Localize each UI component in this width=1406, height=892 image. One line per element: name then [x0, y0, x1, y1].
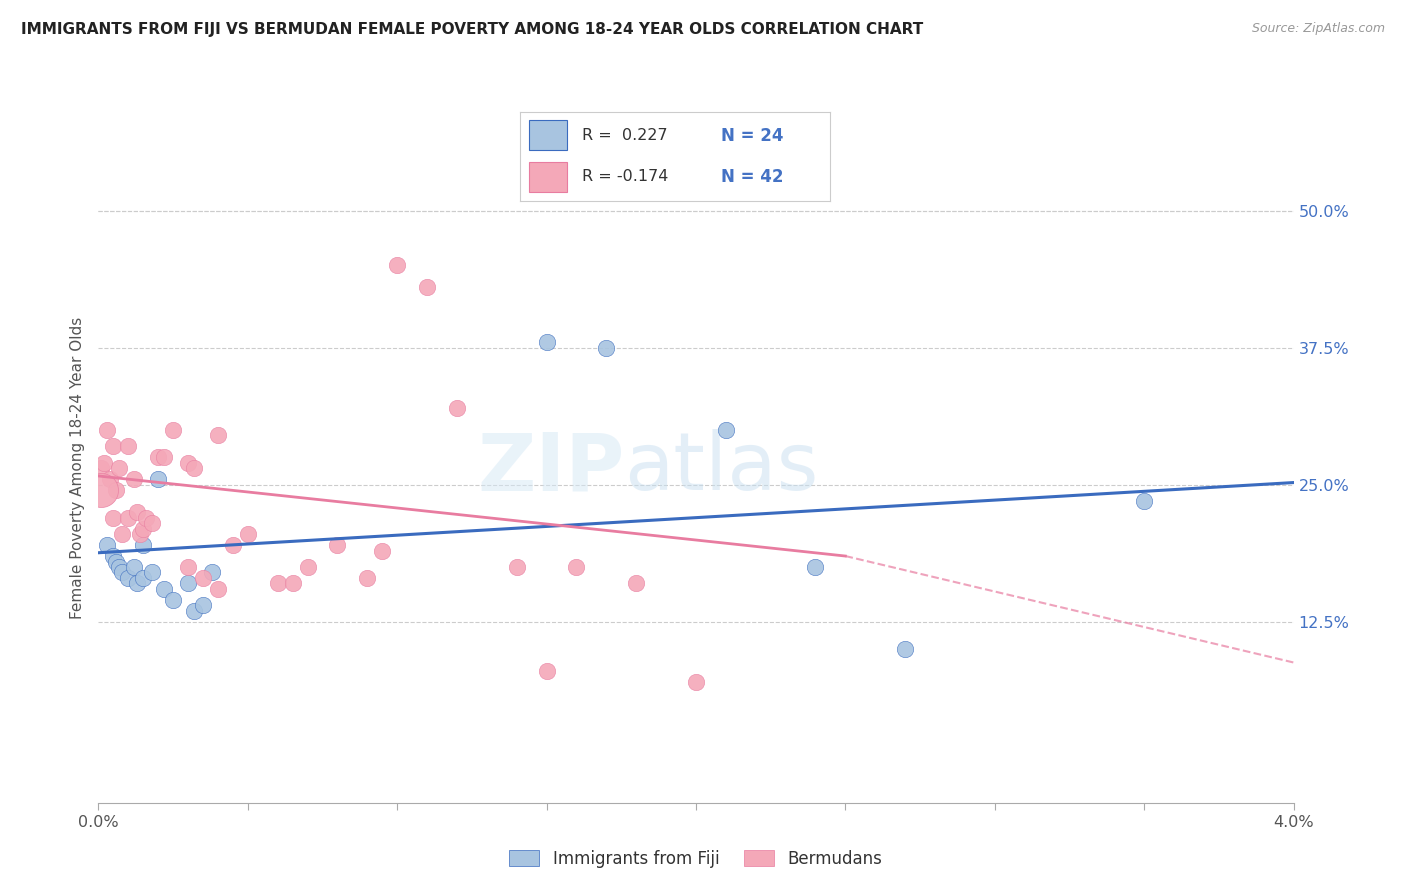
Point	[117, 571, 139, 585]
Point	[153, 450, 176, 465]
Text: Source: ZipAtlas.com: Source: ZipAtlas.com	[1251, 22, 1385, 36]
Point	[183, 604, 205, 618]
Point	[98, 472, 122, 486]
Point	[236, 527, 259, 541]
Point	[297, 560, 319, 574]
Point	[111, 566, 134, 580]
Text: N = 24: N = 24	[721, 127, 783, 145]
Point	[148, 450, 170, 465]
Point	[191, 599, 214, 613]
Point	[326, 538, 349, 552]
Point	[96, 423, 118, 437]
Point	[93, 456, 115, 470]
Point	[124, 472, 146, 486]
Point	[281, 576, 304, 591]
Point	[894, 642, 917, 657]
Point	[162, 423, 184, 437]
Point	[1133, 494, 1156, 508]
Point	[222, 538, 245, 552]
Point	[90, 483, 112, 498]
Point	[135, 510, 157, 524]
Legend: Immigrants from Fiji, Bermudans: Immigrants from Fiji, Bermudans	[503, 844, 889, 875]
Point	[416, 280, 439, 294]
Bar	[530, 162, 567, 192]
Point	[685, 675, 707, 690]
Point	[148, 472, 170, 486]
Point	[162, 593, 184, 607]
Point	[804, 560, 827, 574]
Point	[127, 505, 149, 519]
Point	[385, 259, 409, 273]
Point	[714, 423, 737, 437]
Point	[207, 428, 229, 442]
Point	[177, 576, 200, 591]
Point	[129, 527, 152, 541]
Point	[103, 549, 125, 563]
Point	[108, 461, 131, 475]
Text: ZIP: ZIP	[477, 429, 624, 508]
Point	[105, 555, 128, 569]
Text: IMMIGRANTS FROM FIJI VS BERMUDAN FEMALE POVERTY AMONG 18-24 YEAR OLDS CORRELATIO: IMMIGRANTS FROM FIJI VS BERMUDAN FEMALE …	[21, 22, 924, 37]
Point	[536, 664, 558, 678]
Point	[595, 341, 617, 355]
Bar	[530, 120, 567, 150]
Text: R =  0.227: R = 0.227	[582, 128, 668, 143]
Y-axis label: Female Poverty Among 18-24 Year Olds: Female Poverty Among 18-24 Year Olds	[69, 318, 84, 619]
Point	[117, 439, 139, 453]
Point	[105, 483, 128, 498]
Point	[117, 510, 139, 524]
Point	[356, 571, 378, 585]
Text: N = 42: N = 42	[721, 168, 783, 186]
Point	[191, 571, 214, 585]
Point	[177, 560, 200, 574]
Point	[371, 543, 394, 558]
Point	[127, 576, 149, 591]
Text: R = -0.174: R = -0.174	[582, 169, 668, 184]
Point	[506, 560, 529, 574]
Point	[183, 461, 205, 475]
Point	[141, 516, 163, 530]
Point	[201, 566, 224, 580]
Point	[536, 335, 558, 350]
Text: atlas: atlas	[624, 429, 818, 508]
Point	[207, 582, 229, 596]
Point	[624, 576, 647, 591]
Point	[90, 461, 112, 475]
Point	[446, 401, 468, 415]
Point	[124, 560, 146, 574]
Point	[141, 566, 163, 580]
Point	[132, 522, 155, 536]
Point	[103, 439, 125, 453]
Point	[132, 538, 155, 552]
Point	[132, 571, 155, 585]
Point	[111, 527, 134, 541]
Point	[177, 456, 200, 470]
Point	[103, 510, 125, 524]
Point	[108, 560, 131, 574]
Point	[267, 576, 290, 591]
Point	[153, 582, 176, 596]
Point	[96, 538, 118, 552]
Point	[565, 560, 588, 574]
